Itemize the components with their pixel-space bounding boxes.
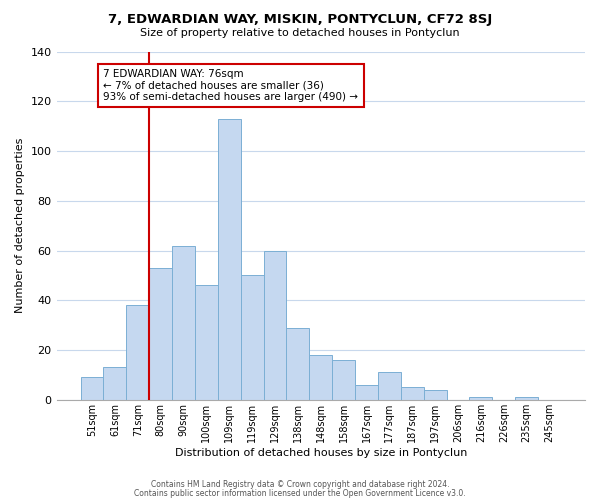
X-axis label: Distribution of detached houses by size in Pontyclun: Distribution of detached houses by size … <box>175 448 467 458</box>
Bar <box>80 378 103 400</box>
Bar <box>332 360 355 400</box>
Bar <box>241 276 263 400</box>
Bar <box>172 246 195 400</box>
Bar <box>286 328 310 400</box>
Bar <box>103 368 127 400</box>
Text: Contains public sector information licensed under the Open Government Licence v3: Contains public sector information licen… <box>134 488 466 498</box>
Text: Contains HM Land Registry data © Crown copyright and database right 2024.: Contains HM Land Registry data © Crown c… <box>151 480 449 489</box>
Bar <box>355 385 378 400</box>
Bar <box>195 286 218 400</box>
Bar <box>378 372 401 400</box>
Bar <box>218 118 241 400</box>
Bar <box>424 390 446 400</box>
Bar <box>127 306 149 400</box>
Bar <box>401 388 424 400</box>
Bar <box>469 398 493 400</box>
Bar <box>263 250 286 400</box>
Bar <box>515 398 538 400</box>
Bar <box>149 268 172 400</box>
Bar <box>310 355 332 400</box>
Y-axis label: Number of detached properties: Number of detached properties <box>15 138 25 314</box>
Text: Size of property relative to detached houses in Pontyclun: Size of property relative to detached ho… <box>140 28 460 38</box>
Text: 7, EDWARDIAN WAY, MISKIN, PONTYCLUN, CF72 8SJ: 7, EDWARDIAN WAY, MISKIN, PONTYCLUN, CF7… <box>108 12 492 26</box>
Text: 7 EDWARDIAN WAY: 76sqm
← 7% of detached houses are smaller (36)
93% of semi-deta: 7 EDWARDIAN WAY: 76sqm ← 7% of detached … <box>103 69 358 102</box>
